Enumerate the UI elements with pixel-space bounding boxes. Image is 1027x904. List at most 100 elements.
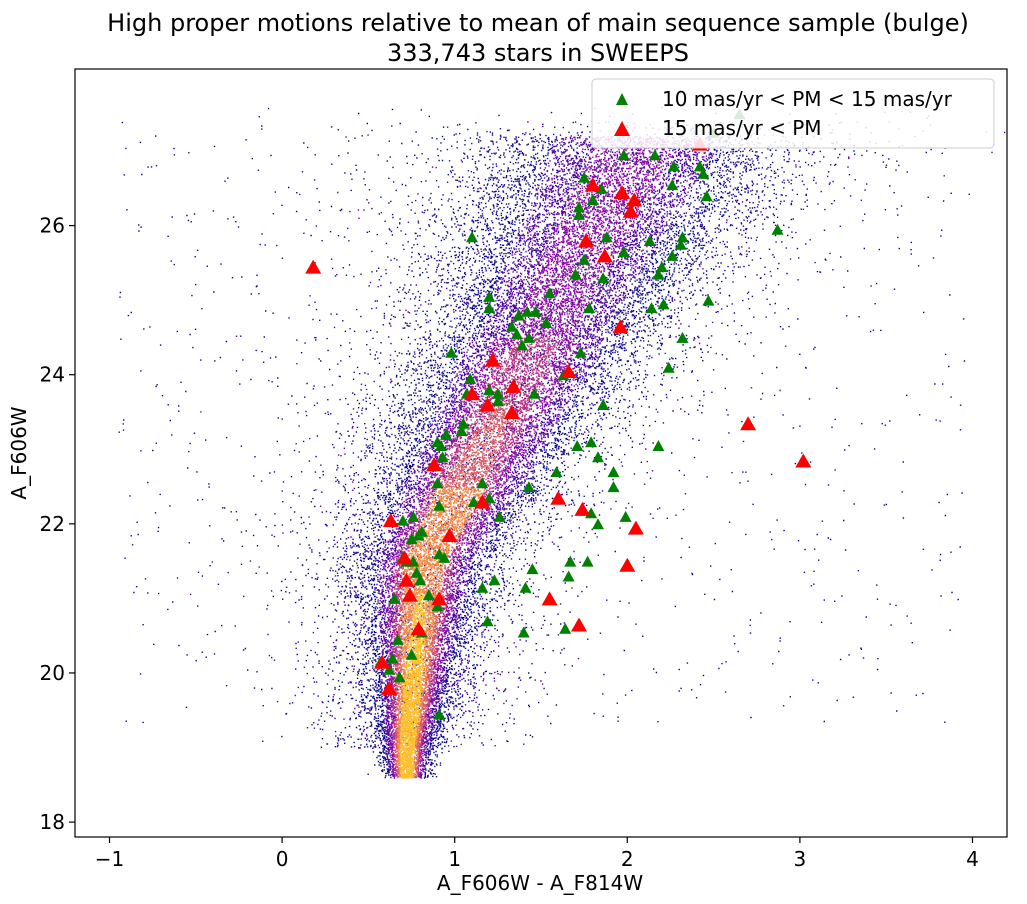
density-points	[399, 591, 426, 779]
red-triangle-point	[577, 233, 594, 248]
red-triangle-point	[596, 248, 613, 263]
green-triangle-point	[676, 231, 689, 243]
green-triangle-point	[483, 492, 496, 504]
green-triangle-point	[586, 194, 599, 205]
green-triangle-point	[431, 600, 444, 612]
red-triangle-point	[626, 192, 643, 207]
red-triangle-point	[571, 617, 587, 632]
green-triangle-point	[607, 481, 620, 493]
x-tick-label: 1	[448, 847, 461, 871]
green-triangle-point	[559, 622, 572, 634]
green-triangle-point	[697, 167, 710, 179]
green-triangle-point	[657, 298, 670, 310]
chart-title: High proper motions relative to mean of …	[107, 9, 969, 37]
green-triangle-point	[481, 615, 494, 627]
y-tick-label: 18	[40, 810, 65, 834]
green-triangle-point	[700, 190, 713, 202]
green-triangle-point	[550, 466, 563, 478]
green-triangle-point	[396, 514, 409, 526]
chart-subtitle: 333,743 stars in SWEEPS	[387, 39, 689, 67]
green-triangle-point	[431, 436, 444, 448]
green-triangle-point	[652, 268, 665, 280]
green-triangle-point	[386, 652, 399, 664]
y-tick-label: 22	[40, 512, 65, 536]
red-triangle-point	[795, 453, 812, 468]
green-triangle-point	[522, 481, 535, 493]
green-triangle-point	[519, 581, 532, 593]
green-triangle-point	[491, 395, 504, 407]
green-triangle-point	[597, 399, 610, 410]
x-tick-label: 0	[276, 847, 289, 871]
green-triangle-point	[433, 548, 446, 560]
green-triangle-point	[405, 533, 418, 545]
red-triangle-point	[479, 397, 496, 412]
green-triangle-point	[569, 268, 582, 280]
green-triangle-point	[440, 428, 453, 440]
green-triangle-point	[619, 510, 632, 522]
green-triangle-point	[517, 626, 530, 638]
red-triangle-point	[505, 378, 522, 393]
red-triangle-point	[740, 416, 757, 431]
green-triangle-point	[562, 570, 575, 582]
green-triangle-point	[693, 160, 706, 172]
green-triangle-point	[666, 179, 679, 191]
x-axis: −1 0 1 2 3 4	[95, 837, 979, 871]
green-triangle-point	[581, 555, 594, 567]
green-triangle-point	[483, 302, 496, 314]
green-triangle-point	[405, 648, 418, 660]
legend-marker-green-triangle	[616, 93, 628, 105]
green-triangle-point	[617, 149, 630, 161]
legend-label-15-plus: 15 mas/yr < PM	[662, 116, 822, 140]
red-triangle-point	[381, 680, 398, 695]
red-triangle-point	[474, 494, 491, 509]
red-triangle-point	[619, 557, 636, 572]
green-triangle-point	[583, 302, 596, 314]
green-triangle-point	[433, 708, 446, 720]
green-triangle-point	[662, 361, 675, 373]
green-triangle-point	[415, 525, 428, 537]
green-triangle-point	[464, 372, 477, 384]
green-triangle-point	[505, 320, 518, 332]
green-triangle-point	[564, 555, 577, 567]
green-triangle-point	[528, 387, 541, 399]
green-triangle-point	[585, 436, 598, 448]
green-triangle-point	[573, 201, 585, 213]
red-triangle-point	[484, 352, 501, 367]
density-points	[396, 486, 485, 778]
green-triangle-point	[493, 510, 506, 522]
green-triangle-point	[476, 581, 489, 593]
red-triangle-point	[574, 501, 591, 516]
plot-frame	[74, 68, 1008, 838]
density-points	[391, 337, 559, 778]
green-triangle-point	[388, 592, 401, 604]
green-triangle-point	[543, 287, 556, 299]
green-triangle-point	[410, 566, 423, 578]
x-tick-label: 2	[621, 847, 634, 871]
green-triangle-point	[455, 425, 468, 437]
green-triangle-point	[607, 466, 620, 478]
red-triangle-point	[541, 591, 558, 606]
green-triangle-point	[648, 149, 661, 161]
green-triangle-point	[702, 294, 715, 306]
red-triangle-point	[374, 654, 391, 669]
red-triangle-point	[560, 364, 577, 378]
green-triangle-point	[436, 451, 449, 463]
green-triangle-point	[483, 384, 496, 396]
green-triangle-point	[467, 496, 480, 507]
legend-label-10-15: 10 mas/yr < PM < 15 mas/yr	[662, 87, 953, 111]
y-tick-label: 20	[40, 661, 65, 685]
green-triangle-point	[522, 331, 535, 343]
red-triangle-point	[431, 591, 448, 606]
red-triangle-point	[401, 587, 418, 602]
red-triangle-point	[441, 528, 458, 542]
green-triangle-point	[666, 249, 679, 261]
green-triangle-point	[676, 331, 689, 343]
green-triangle-point	[574, 346, 587, 358]
green-triangle-point	[578, 253, 591, 265]
x-tick-label: 3	[794, 847, 807, 871]
green-triangle-point	[431, 477, 444, 489]
green-triangle-point	[771, 223, 784, 235]
green-triangle-point	[597, 272, 610, 284]
y-axis: 18 20 22 24 26	[40, 214, 75, 834]
